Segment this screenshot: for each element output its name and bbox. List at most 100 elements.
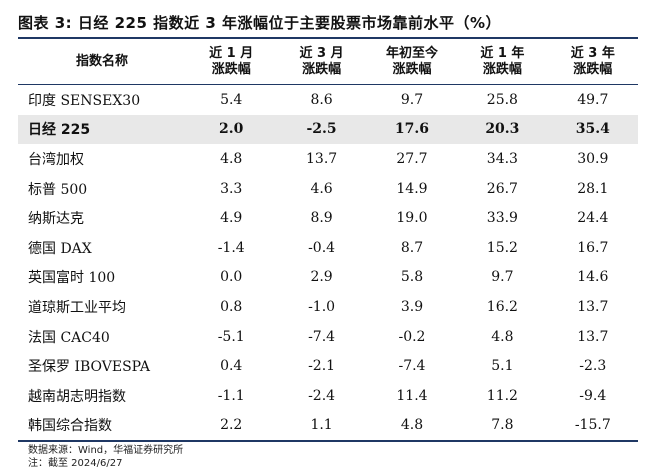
- value-cell: 17.6: [366, 114, 458, 145]
- index-name-cell: 印度 SENSEX30: [28, 92, 141, 109]
- header-line: 涨跌幅: [482, 61, 522, 77]
- value-cell: 49.7: [577, 91, 609, 108]
- value-cell: 0.4: [220, 358, 243, 375]
- value-cell: -1.1: [217, 387, 245, 404]
- value-cell: 3.9: [400, 298, 424, 315]
- value-cell: 9.7: [491, 269, 514, 286]
- index-name-cell: 标普 500: [28, 181, 88, 198]
- value-cell: 2.2: [220, 417, 243, 434]
- value-cell: 0.8: [220, 298, 243, 315]
- header-line: 涨跌幅: [211, 61, 251, 77]
- value-cell: -2.5: [276, 114, 367, 145]
- value-cell: 30.9: [577, 150, 609, 167]
- value-cell: 33.9: [486, 210, 518, 227]
- table-row: 纳斯达克 4.9 8.9 19.0 33.9 24.4: [18, 203, 638, 233]
- value-cell: -2.3: [579, 358, 607, 375]
- header-line: 年初至今: [385, 45, 438, 61]
- index-name-cell: 日经 225: [18, 114, 186, 145]
- value-cell: 27.7: [396, 150, 428, 167]
- header-line: 近 1 月: [209, 45, 254, 61]
- value-cell: 3.3: [220, 180, 243, 197]
- value-cell: 5.8: [400, 269, 424, 286]
- table-row: 圣保罗 IBOVESPA 0.4 -2.1 -7.4 5.1 -2.3: [18, 351, 638, 381]
- index-name-cell: 德国 DAX: [28, 240, 92, 257]
- value-cell: 1.1: [310, 417, 333, 434]
- value-cell: 13.7: [577, 298, 609, 315]
- value-cell: 16.7: [577, 239, 609, 256]
- header-line: 近 1 年: [480, 45, 525, 61]
- header-col-4: 近 1 年涨跌幅: [457, 39, 548, 85]
- index-name-cell: 英国富时 100: [28, 270, 116, 287]
- value-cell: 8.6: [310, 91, 333, 108]
- header-line: 近 3 月: [299, 45, 344, 61]
- notes: 数据来源：Wind，华福证券研究所 注：截至 2024/6/27: [28, 444, 183, 470]
- value-cell: 19.0: [396, 210, 428, 227]
- value-cell: 5.4: [220, 91, 243, 108]
- index-name-cell: 法国 CAC40: [28, 329, 110, 346]
- value-cell: 2.9: [310, 269, 333, 286]
- table-row: 法国 CAC40 -5.1 -7.4 -0.2 4.8 13.7: [18, 322, 638, 352]
- value-cell: 5.1: [491, 358, 514, 375]
- table-row: 道琼斯工业平均 0.8 -1.0 3.9 16.2 13.7: [18, 292, 638, 322]
- header-line: 近 3 年: [570, 45, 615, 61]
- value-cell: -7.4: [308, 328, 336, 345]
- value-cell: 24.4: [577, 210, 609, 227]
- value-cell: 13.7: [306, 150, 338, 167]
- value-cell: 4.9: [220, 210, 243, 227]
- table-row: 韩国综合指数 2.2 1.1 4.8 7.8 -15.7: [18, 411, 638, 441]
- value-cell: 28.1: [577, 180, 609, 197]
- index-name-cell: 越南胡志明指数: [28, 388, 126, 405]
- value-cell: -2.4: [308, 387, 336, 404]
- value-cell: 4.6: [310, 180, 333, 197]
- value-cell: 15.2: [486, 239, 518, 256]
- table-body: 印度 SENSEX30 5.4 8.6 9.7 25.8 49.7 日经 225 2.0 -2.…: [18, 85, 638, 441]
- table-row: 台湾加权 4.8 13.7 27.7 34.3 30.9: [18, 144, 638, 174]
- value-cell: 4.8: [220, 150, 243, 167]
- index-performance-table: 指数名称近 1 月涨跌幅近 3 月涨跌幅 年初至今 涨跌幅近 1 年涨跌幅近 3 年…: [18, 39, 638, 440]
- header-line: 涨跌幅: [302, 61, 342, 77]
- value-cell: -7.4: [398, 358, 426, 375]
- table-row: 日经 225 2.0 -2.5 17.6 20.3 35.4: [18, 114, 638, 145]
- value-cell: -1.4: [217, 239, 245, 256]
- value-cell: 14.6: [577, 269, 609, 286]
- value-cell: 16.2: [486, 298, 518, 315]
- header-row: 指数名称近 1 月涨跌幅近 3 月涨跌幅 年初至今 涨跌幅近 1 年涨跌幅近 3 年…: [18, 39, 638, 85]
- table-row: 德国 DAX -1.4 -0.4 8.7 15.2 16.7: [18, 233, 638, 263]
- top-rule: [18, 37, 638, 39]
- table-row: 印度 SENSEX30 5.4 8.6 9.7 25.8 49.7: [18, 85, 638, 115]
- header-index-name: 指数名称: [18, 39, 186, 85]
- value-cell: 13.7: [577, 328, 609, 345]
- header-line: 涨跌幅: [392, 61, 432, 77]
- value-cell: -1.0: [308, 298, 336, 315]
- header-col-1: 近 1 月涨跌幅: [186, 39, 277, 85]
- value-cell: 35.4: [547, 114, 638, 145]
- value-cell: -5.1: [217, 328, 245, 345]
- header-col-3: 年初至今 涨跌幅: [366, 39, 458, 85]
- header-line: 指数名称: [75, 53, 128, 69]
- value-cell: 9.7: [400, 91, 424, 108]
- value-cell: 4.8: [491, 328, 514, 345]
- value-cell: -2.1: [308, 358, 336, 375]
- index-name-cell: 台湾加权: [28, 151, 84, 168]
- value-cell: -9.4: [579, 387, 607, 404]
- header-col-5: 近 3 年涨跌幅: [547, 39, 638, 85]
- value-cell: 14.9: [396, 180, 428, 197]
- figure-title: 图表 3: 日经 225 指数近 3 年涨幅位于主要股票市场靠前水平（%）: [18, 14, 502, 32]
- value-cell: 4.8: [400, 417, 424, 434]
- value-cell: 8.7: [400, 239, 424, 256]
- value-cell: 8.9: [310, 210, 333, 227]
- value-cell: -15.7: [574, 417, 611, 434]
- table-row: 标普 500 3.3 4.6 14.9 26.7 28.1: [18, 174, 638, 204]
- index-name-cell: 圣保罗 IBOVESPA: [28, 359, 150, 376]
- source-note: 数据来源：Wind，华福证券研究所: [28, 445, 184, 456]
- value-cell: 26.7: [486, 180, 518, 197]
- index-name-cell: 韩国综合指数: [28, 418, 112, 435]
- value-cell: 7.8: [491, 417, 514, 434]
- index-name-cell: 纳斯达克: [28, 211, 84, 228]
- value-cell: 11.2: [486, 387, 518, 404]
- header-col-2: 近 3 月涨跌幅: [276, 39, 367, 85]
- value-cell: 2.0: [186, 114, 277, 145]
- index-name-cell: 道琼斯工业平均: [28, 299, 126, 316]
- value-cell: -0.2: [398, 328, 426, 345]
- bottom-rule: [18, 440, 638, 442]
